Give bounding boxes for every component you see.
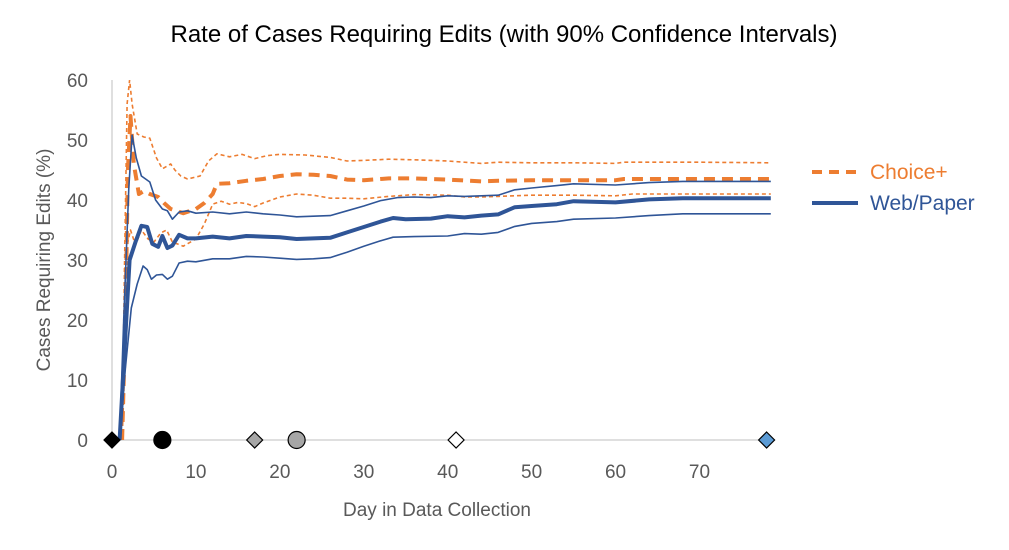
diamond-marker [757,431,776,449]
marker-layer [103,430,776,450]
circle-marker [287,430,306,450]
y-tick-label: 0 [77,431,88,452]
x-tick-label: 30 [353,462,374,483]
series-line-choice-lower-90-ci [121,193,771,441]
x-axis-ticks: 0 10 20 30 40 50 60 70 [107,462,710,483]
diamond-marker [103,431,121,449]
x-tick-label: 40 [437,462,458,483]
x-tick-label: 0 [107,462,118,483]
series-line-choice-upper-90-ci [121,80,771,441]
y-tick-label: 60 [67,71,88,92]
x-tick-label: 20 [269,462,290,483]
y-tick-label: 30 [67,251,88,272]
x-tick-label: 50 [521,462,542,483]
x-tick-label: 10 [185,462,206,483]
x-tick-label: 60 [605,462,626,483]
legend-label-web-paper: Web/Paper [870,192,975,215]
y-axis-ticks: 0 10 20 30 40 50 60 [67,71,88,452]
legend-label-choice-plus: Choice+ [870,161,948,184]
y-tick-label: 50 [67,131,88,152]
series-layer [117,80,771,441]
diamond-marker [447,431,465,449]
series-line-choice [120,114,771,441]
y-axis-label: Cases Requiring Edits (%) [34,149,55,372]
y-tick-label: 10 [67,371,88,392]
circle-marker [153,430,172,450]
y-tick-label: 40 [67,191,88,212]
x-tick-label: 70 [689,462,710,483]
legend: Choice+ Web/Paper [812,161,975,215]
series-line-web-paper-lower-90-ci [118,213,771,441]
series-line-web-paper-upper-90-ci [118,134,771,441]
series-line-web-paper [117,196,771,441]
y-tick-label: 20 [67,311,88,332]
diamond-marker [245,431,264,449]
chart-title: Rate of Cases Requiring Edits (with 90% … [171,21,838,48]
x-axis-label: Day in Data Collection [343,500,531,521]
